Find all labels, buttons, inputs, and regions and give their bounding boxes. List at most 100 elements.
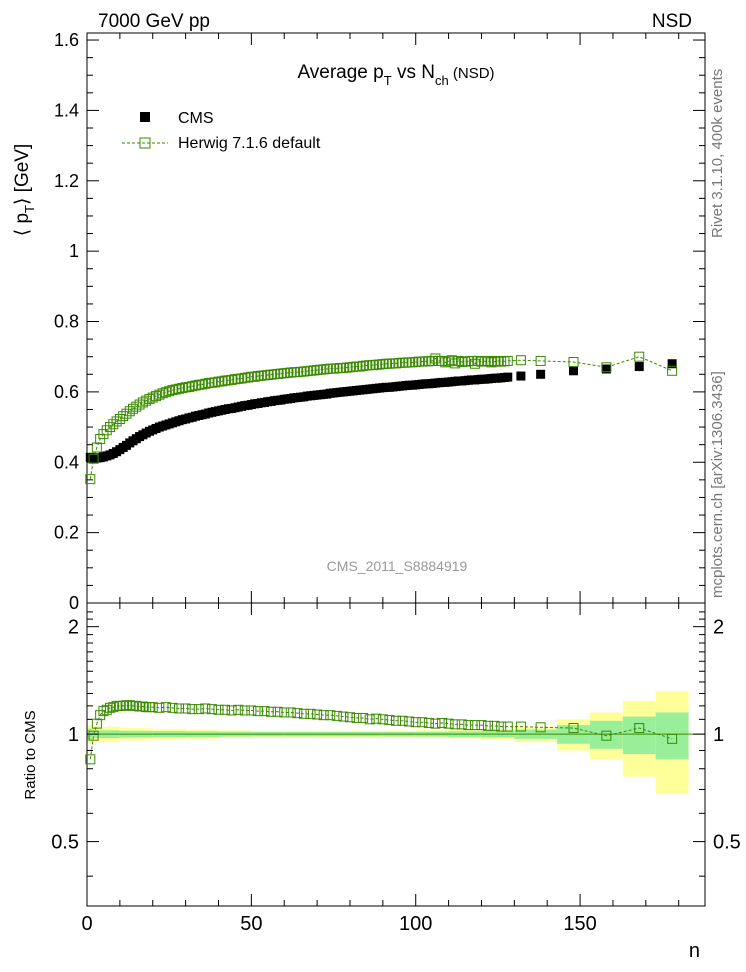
herwig-ratio-point [292, 708, 303, 719]
herwig-ratio-point [124, 700, 135, 711]
mcplots-label: mcplots.cern.ch [arXiv:1306.3436] [709, 371, 726, 598]
herwig-point [101, 425, 112, 436]
herwig-ratio-point [364, 714, 375, 725]
legend-marker-herwig [139, 137, 151, 149]
main-y-tick-label: 0.6 [54, 382, 79, 402]
main-y-tick-label: 1.2 [54, 171, 79, 191]
cms-point [516, 371, 526, 381]
herwig-ratio-point [312, 709, 323, 720]
herwig-ratio-point [417, 717, 428, 728]
herwig-point [427, 355, 438, 366]
main-y-tick-label: 0.4 [54, 452, 79, 472]
herwig-ratio-point [318, 710, 329, 721]
main-y-tick-label: 0.2 [54, 523, 79, 543]
main-y-tick-label: 0.8 [54, 312, 79, 332]
herwig-ratio-point [437, 717, 448, 728]
herwig-point [134, 399, 145, 410]
herwig-ratio-point [233, 704, 244, 715]
herwig-point [167, 385, 178, 396]
ratio-y-tick-label-right: 1 [713, 724, 724, 746]
herwig-ratio-point [220, 704, 231, 715]
herwig-point [147, 392, 158, 403]
herwig-point [91, 442, 102, 453]
herwig-ratio-point [358, 712, 369, 723]
herwig-point [453, 355, 464, 366]
herwig-ratio-point [404, 716, 415, 727]
herwig-point [568, 356, 579, 367]
main-y-tick-label: 1.6 [54, 30, 79, 50]
herwig-ratio-point [226, 705, 237, 716]
herwig-ratio-point [131, 700, 142, 711]
legend: CMS Herwig 7.1.6 default [122, 110, 321, 152]
herwig-point [85, 474, 96, 485]
ratio-band-inner [622, 716, 656, 754]
herwig-ratio-point [88, 730, 99, 741]
herwig-line [89, 356, 673, 480]
herwig-point [141, 395, 152, 406]
ratio-panel: 0.5 0.5 1 1 2 2 0 50 100 150 Ratio to CMS n [22, 602, 741, 962]
herwig-ratio-point [108, 702, 119, 713]
herwig-ratio-point [456, 719, 467, 730]
herwig-ratio-point [515, 721, 526, 732]
title-sub-nch: ch [435, 73, 449, 88]
main-y-axis: 0 0.2 0.4 0.6 0.8 1 1.2 1.4 1.6 [54, 30, 705, 613]
ratio-y-tick-label-right: 2 [713, 617, 724, 639]
herwig-point [486, 357, 497, 368]
herwig-point [466, 355, 477, 366]
ratio-y-tick-label: 1 [68, 724, 79, 746]
herwig-ratio-point [160, 702, 171, 713]
herwig-ratio-point [105, 702, 116, 713]
herwig-ratio-point [496, 721, 507, 732]
x-tick-label: 50 [240, 913, 262, 935]
ylabel-open: ⟨ p [12, 213, 33, 236]
herwig-point [535, 355, 546, 366]
herwig-ratio-point [371, 713, 382, 724]
ratio-y-tick-label: 0.5 [51, 832, 79, 854]
main-y-tick-label: 1 [69, 241, 79, 261]
herwig-ratio-point [483, 720, 494, 731]
herwig-ratio-point [535, 722, 546, 733]
herwig-point [469, 358, 480, 369]
herwig-point [183, 381, 194, 392]
herwig-point [137, 397, 148, 408]
title-sub-pt: T [384, 73, 392, 88]
herwig-ratio-point [391, 715, 401, 726]
herwig-point [177, 383, 188, 394]
legend-label-cms: CMS [178, 110, 214, 127]
herwig-ratio-point [410, 717, 421, 728]
herwig-point [216, 376, 227, 387]
herwig-point [105, 422, 116, 433]
ratio-y-tick-label: 2 [68, 617, 79, 639]
herwig-ratio-point [101, 704, 112, 715]
ratio-y-axis: 0.5 0.5 1 1 2 2 [51, 611, 741, 877]
x-tick-label: 100 [399, 913, 432, 935]
ratio-y-tick-label-right: 0.5 [713, 832, 741, 854]
herwig-ratio-point [259, 706, 270, 717]
herwig-ratio-point [167, 702, 178, 713]
herwig-ratio-point [344, 712, 355, 723]
title-part-mid: vs N [392, 62, 435, 83]
ylabel-close: ⟩ [GeV] [12, 144, 33, 205]
herwig-ratio-point [430, 718, 441, 729]
herwig-point [111, 416, 122, 427]
herwig-point [174, 383, 185, 394]
herwig-point [443, 356, 454, 367]
herwig-ratio-point [98, 706, 109, 717]
herwig-point [473, 355, 484, 366]
herwig-point [164, 386, 175, 397]
herwig-ratio-point [180, 703, 191, 714]
herwig-point [160, 387, 171, 398]
herwig-ratio-point [377, 714, 388, 725]
ylabel-sub: T [22, 205, 37, 213]
herwig-point [187, 381, 198, 392]
herwig-ratio-point [450, 719, 461, 730]
herwig-ratio-point [469, 720, 480, 731]
herwig-point [502, 355, 513, 366]
header-left: 7000 GeV pp [98, 11, 210, 32]
herwig-ratio-point [476, 720, 487, 731]
herwig-ratio-point [305, 708, 316, 719]
ratio-band-inner [655, 712, 689, 760]
ratio-x-axis: 0 50 100 150 [81, 603, 680, 935]
herwig-point [243, 372, 254, 383]
herwig-ratio-point [279, 707, 290, 718]
